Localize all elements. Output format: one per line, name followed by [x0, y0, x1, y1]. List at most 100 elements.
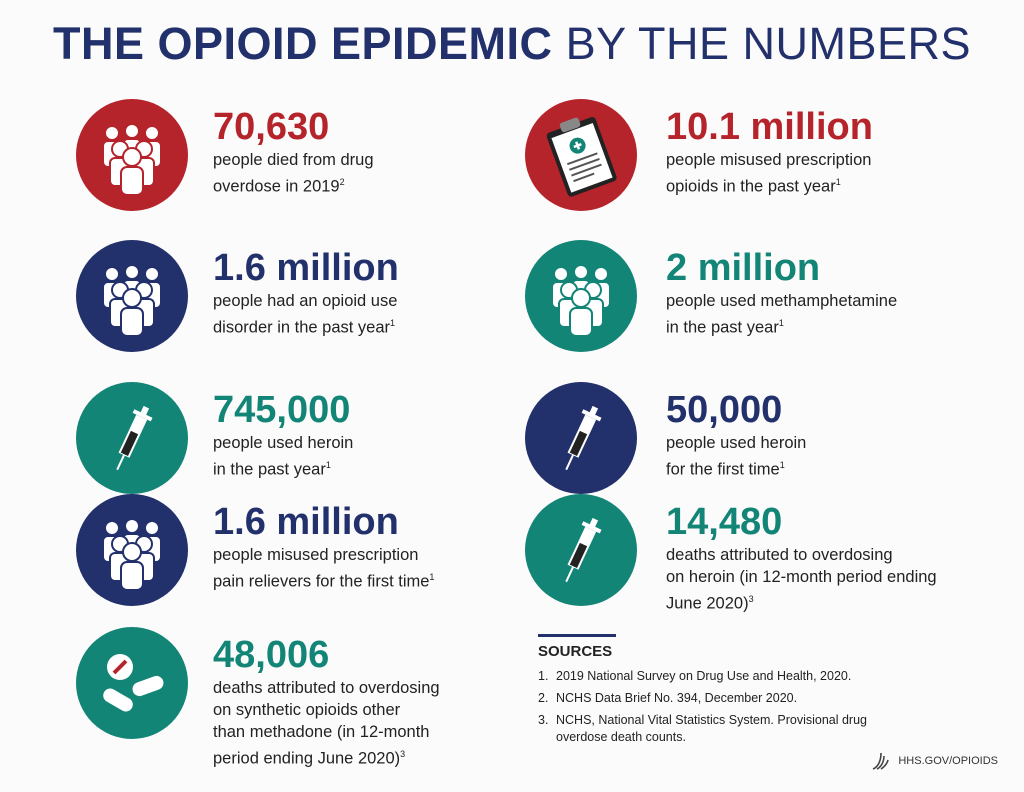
stat-line: pain relievers for the first time1 — [213, 566, 434, 593]
footnote-ref: 1 — [325, 460, 331, 470]
stat-line: on heroin (in 12-month period ending — [666, 566, 937, 588]
stat-number: 1.6 million — [213, 247, 399, 289]
stat-text: 70,630 people died from drug overdose in 2… — [213, 105, 374, 198]
stat-line-text: overdose in 2019 — [213, 177, 340, 196]
stat-number: 50,000 — [666, 389, 783, 431]
title-bold: THE OPIOID EPIDEMIC — [52, 18, 553, 69]
stat-number: 14,480 — [666, 501, 783, 543]
stat-icon — [525, 382, 637, 494]
footnote-ref: 3 — [748, 594, 754, 604]
footnote-ref: 1 — [778, 318, 784, 328]
footnote-ref: 1 — [429, 572, 435, 582]
stat-number: 1.6 million — [213, 501, 399, 543]
stat-line-text: than methadone (in 12-month — [213, 723, 430, 741]
stat-text: 48,006 deaths attributed to overdosing on … — [213, 633, 440, 770]
stat-line: disorder in the past year1 — [213, 312, 399, 339]
footnote-ref: 1 — [390, 318, 396, 328]
stat-icon — [76, 382, 188, 494]
title-light: BY THE NUMBERS — [565, 18, 971, 69]
stat-number: 10.1 million — [666, 106, 873, 148]
stat-icon — [76, 494, 188, 606]
source-marker: 3. — [538, 713, 549, 727]
stat-text: 1.6 million people had an opioid use disor… — [213, 246, 399, 339]
stat-text: 10.1 million people misused prescription o… — [666, 105, 873, 198]
stat-line: deaths attributed to overdosing — [213, 677, 440, 699]
stat-line: deaths attributed to overdosing — [666, 544, 937, 566]
stat-line-text: people misused prescription — [213, 546, 419, 564]
stat-text: 50,000 people used heroin for the first ti… — [666, 388, 806, 481]
source-item: 3. NCHS, National Vital Statistics System… — [538, 712, 918, 746]
source-item: 1. 2019 National Survey on Drug Use and H… — [538, 668, 918, 685]
stat-number: 2 million — [666, 247, 821, 289]
stat-line-text: pain relievers for the first time — [213, 572, 430, 591]
stat-icon — [76, 99, 188, 211]
stat-icon — [525, 99, 637, 211]
icon-circle — [76, 627, 188, 739]
sources-rule — [538, 634, 616, 637]
stat-text: 14,480 deaths attributed to overdosing on … — [666, 500, 937, 615]
footnote-ref: 1 — [835, 177, 841, 187]
stat-number: 745,000 — [213, 389, 351, 431]
source-marker: 1. — [538, 669, 549, 683]
stat-line: people died from drug — [213, 149, 374, 171]
stat-text: 1.6 million people misused prescription pa… — [213, 500, 434, 593]
sources-heading: SOURCES — [538, 643, 613, 660]
footer: HHS.GOV/OPIOIDS — [870, 750, 998, 772]
title: THE OPIOID EPIDEMIC BY THE NUMBERS — [0, 18, 1024, 70]
stat-line: people used methamphetamine — [666, 290, 897, 312]
sources-list: 1. 2019 National Survey on Drug Use and H… — [538, 668, 918, 746]
stat-line-text: on heroin (in 12-month period ending — [666, 568, 937, 586]
footnote-ref: 1 — [779, 460, 785, 470]
stat-line-text: deaths attributed to overdosing — [213, 679, 440, 697]
icon-glyph — [102, 264, 162, 337]
stat-text: 745,000 people used heroin in the past yea… — [213, 388, 353, 481]
stat-line: in the past year1 — [213, 454, 353, 481]
stat-line-text: people used heroin — [213, 434, 354, 452]
stat-line: on synthetic opioids other — [213, 699, 440, 721]
stat-line-text: for the first time — [666, 460, 780, 479]
stat-number: 70,630 — [213, 106, 330, 148]
source-item: 2. NCHS Data Brief No. 394, December 2020… — [538, 690, 918, 707]
stat-line-text: opioids in the past year — [666, 177, 836, 196]
stat-line: in the past year1 — [666, 312, 897, 339]
stat-line-text: in the past year — [213, 460, 326, 479]
stat-line: people misused prescription — [666, 149, 873, 171]
hhs-logo — [873, 752, 890, 770]
icon-glyph — [551, 264, 611, 337]
stat-line-text: deaths attributed to overdosing — [666, 546, 893, 564]
stat-line-text: in the past year — [666, 318, 779, 337]
stat-line: for the first time1 — [666, 454, 806, 481]
stat-line: period ending June 2020)3 — [213, 743, 440, 770]
stat-line-text: June 2020) — [666, 594, 749, 613]
stat-line: June 2020)3 — [666, 588, 937, 615]
source-marker: 2. — [538, 691, 549, 705]
stat-line: opioids in the past year1 — [666, 171, 873, 198]
stat-line-text: people used heroin — [666, 434, 807, 452]
stat-icon — [525, 494, 637, 606]
icon-glyph — [102, 518, 162, 591]
stat-text: 2 million people used methamphetamine in t… — [666, 246, 897, 339]
source-text: 2019 National Survey on Drug Use and Hea… — [556, 669, 852, 683]
source-text: NCHS, National Vital Statistics System. … — [556, 713, 867, 744]
stat-line-text: disorder in the past year — [213, 318, 391, 337]
stat-icon — [76, 627, 188, 739]
stat-line: overdose in 20192 — [213, 171, 374, 198]
stat-line-text: people used methamphetamine — [666, 292, 898, 310]
footer-site: HHS.GOV/OPIOIDS — [898, 755, 998, 767]
stat-line-text: on synthetic opioids other — [213, 701, 401, 719]
stat-line-text: people had an opioid use — [213, 292, 398, 310]
stat-line-text: people misused prescription — [666, 151, 872, 169]
footnote-ref: 3 — [400, 749, 406, 759]
stat-line-text: people died from drug — [213, 151, 374, 169]
stat-icon — [76, 240, 188, 352]
sources: SOURCES 1. 2019 National Survey on Drug U… — [538, 634, 918, 751]
source-text: NCHS Data Brief No. 394, December 2020. — [556, 691, 798, 705]
stat-line-text: period ending June 2020) — [213, 749, 401, 768]
stat-line: than methadone (in 12-month — [213, 721, 440, 743]
stat-line: people used heroin — [213, 432, 353, 454]
icon-glyph — [102, 123, 162, 196]
stat-icon — [525, 240, 637, 352]
stat-line: people used heroin — [666, 432, 806, 454]
stat-number: 48,006 — [213, 634, 330, 676]
